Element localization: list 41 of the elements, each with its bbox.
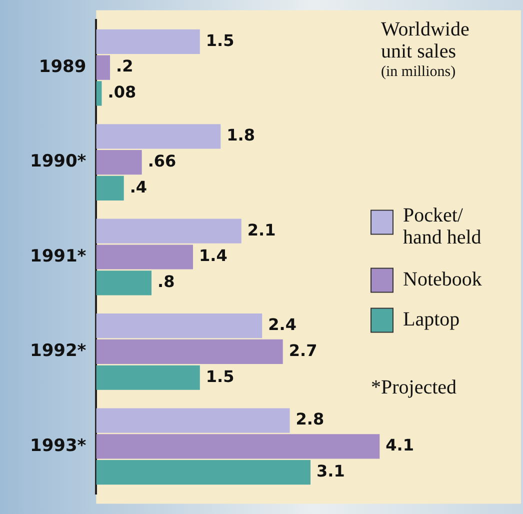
data-label: .4	[130, 177, 148, 196]
bar	[96, 150, 142, 175]
data-label: 1.8	[226, 126, 255, 145]
y-tick-label: 1990*	[30, 152, 86, 172]
bar	[96, 244, 193, 270]
data-label: 2.8	[296, 410, 324, 429]
data-label: 4.1	[386, 436, 414, 455]
bar	[96, 365, 200, 390]
legend-label: Laptop	[403, 308, 460, 330]
bar	[96, 29, 200, 54]
legend-label: Notebook	[403, 268, 482, 290]
y-tick-label: 1989	[38, 56, 86, 77]
bar	[96, 460, 311, 485]
data-label: .8	[158, 272, 175, 292]
data-label: .08	[108, 82, 136, 102]
data-label: 2.1	[247, 220, 276, 240]
bar	[96, 434, 380, 459]
bar	[96, 314, 262, 338]
y-tick-label: 1992*	[30, 341, 86, 362]
text: (in millions)	[381, 64, 456, 80]
bar	[96, 270, 152, 296]
data-label: .66	[148, 151, 176, 170]
legend-label: Pocket/ hand held	[403, 204, 482, 248]
data-label: 1.4	[198, 246, 228, 266]
bar	[96, 124, 221, 149]
bar	[96, 55, 110, 80]
bar	[96, 339, 283, 364]
y-tick-label: 1991*	[30, 246, 86, 266]
data-label: 3.1	[316, 461, 345, 480]
bar	[96, 218, 242, 244]
data-label: 1.5	[206, 366, 234, 386]
bar	[96, 176, 124, 200]
y-tick-label: 1993*	[30, 436, 86, 456]
annotation: *Projected	[371, 376, 457, 398]
bar	[96, 408, 290, 433]
data-label: 2.4	[268, 314, 296, 334]
data-label: 2.7	[288, 340, 318, 360]
bar	[96, 81, 102, 106]
data-label: 1.5	[206, 30, 234, 50]
data-label: .2	[116, 56, 134, 76]
text: Worldwide unit sales	[381, 18, 470, 62]
